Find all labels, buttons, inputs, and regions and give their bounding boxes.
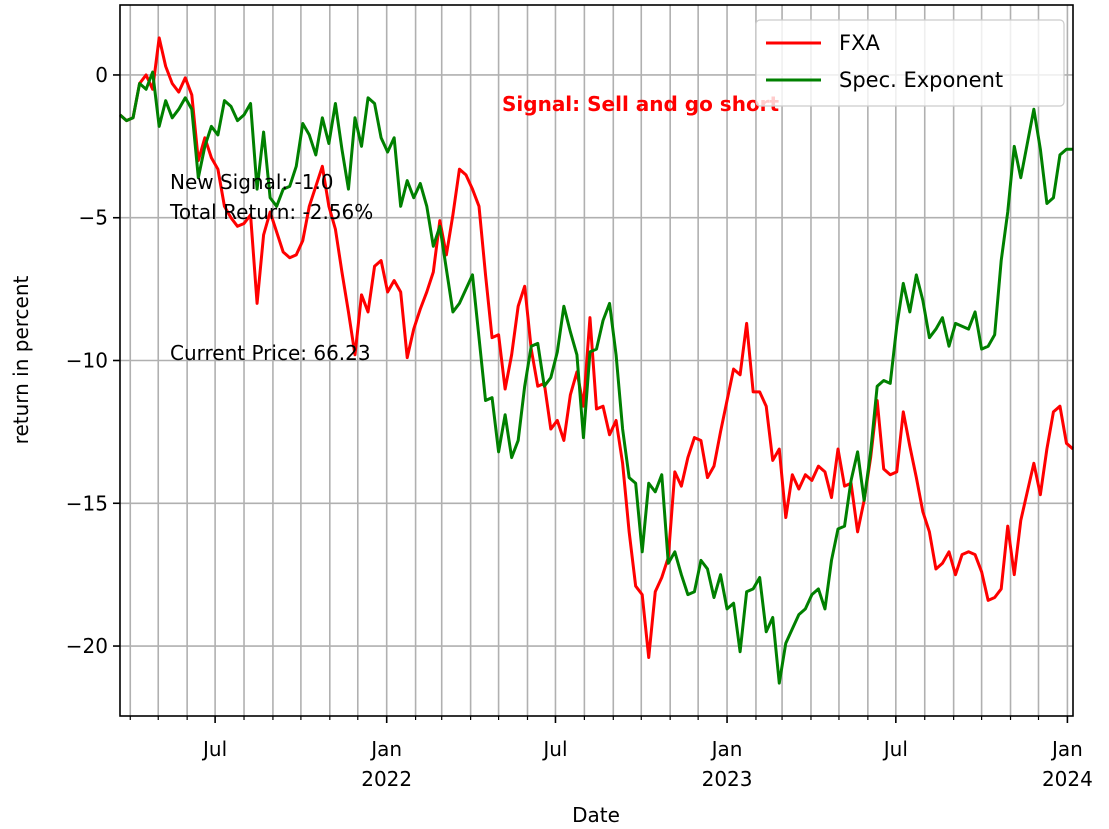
x-tick-label: Jan 2023 [702, 737, 753, 791]
annotation: Total Return: -2.56% [169, 200, 373, 224]
y-tick-label: −20 [66, 634, 108, 658]
y-tick-label: −15 [66, 491, 108, 515]
data-line [119, 70, 1073, 685]
plot-frame [119, 4, 1074, 717]
x-tick-label: Jul [201, 737, 227, 761]
x-tick-label: Jan 2024 [1042, 737, 1093, 791]
y-tick-label: −10 [66, 349, 108, 373]
legend: FXA Spec. Exponent [755, 19, 1065, 107]
data-line [119, 36, 1074, 659]
annotation: New Signal: -1.0 [170, 170, 334, 194]
annotation: Current Price: 66.23 [170, 341, 371, 365]
legend-label: Spec. Exponent [839, 68, 1003, 92]
legend-label: FXA [839, 31, 880, 55]
y-tick-label: −5 [79, 206, 108, 230]
y-tick-label: 0 [95, 63, 108, 87]
x-tick-label: Jul [541, 737, 567, 761]
x-axis-label: Date [572, 803, 620, 827]
x-tick-label: Jul [882, 737, 908, 761]
annotation: Signal: Sell and go short [502, 92, 780, 116]
legend-box [755, 19, 1065, 107]
y-axis-label: return in percent [9, 275, 33, 444]
x-tick-label: Jan 2022 [361, 737, 412, 791]
